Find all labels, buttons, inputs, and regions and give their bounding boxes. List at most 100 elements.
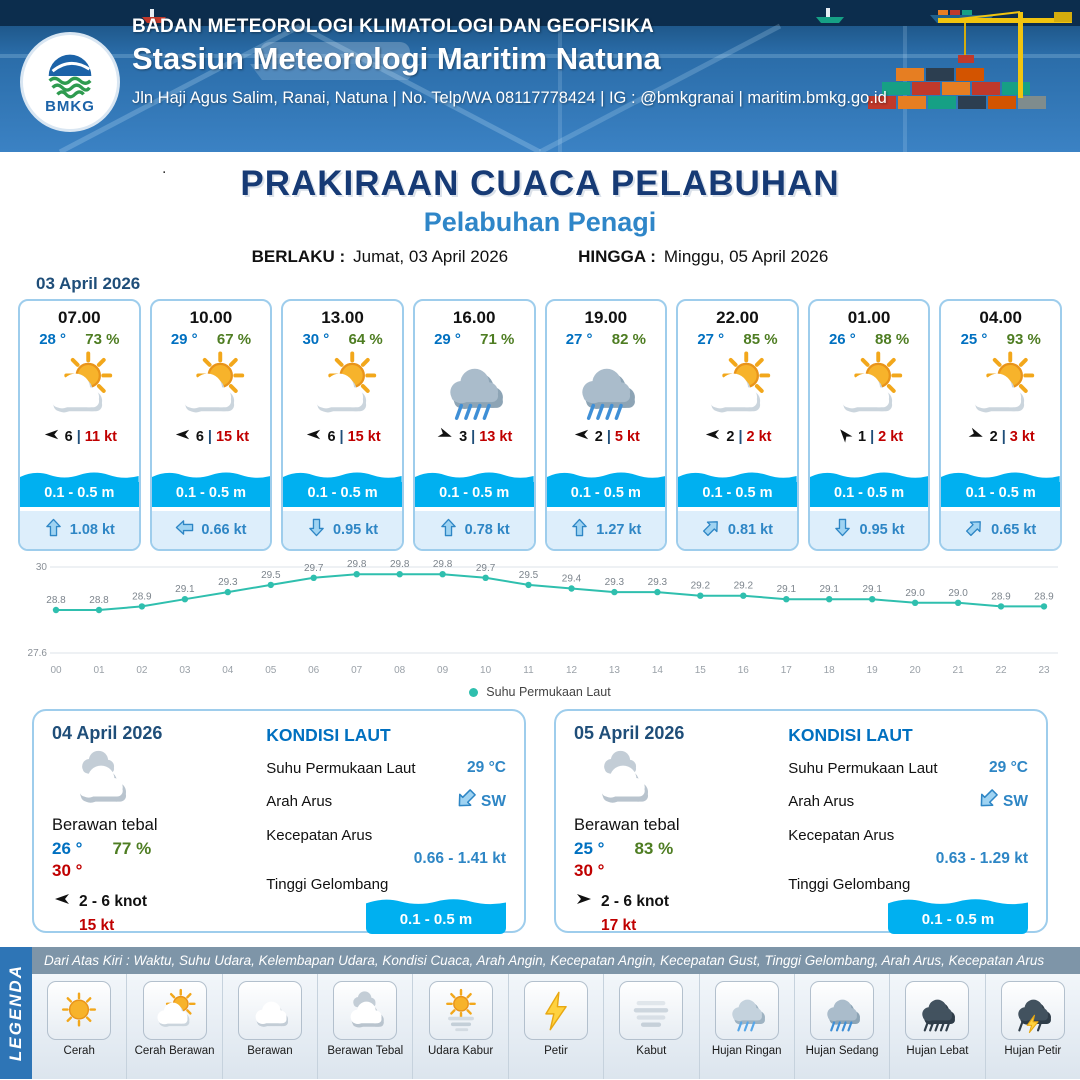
wind-row: 6 | 15 kt: [304, 425, 381, 448]
legend-item-label: Hujan Ringan: [711, 1045, 782, 1057]
svg-text:15: 15: [695, 665, 707, 676]
wave-crest-icon: [20, 472, 139, 482]
humidity: 82 %: [611, 331, 646, 348]
current-direction-icon: [833, 518, 852, 541]
current-speed: 0.95 kt: [859, 521, 905, 538]
forecast-card: 10.00 29 ° 67 % 6 | 15 kt 0.1 - 0.5 m 0.…: [149, 299, 273, 551]
wave-height-value: 0.1 - 0.5 m: [20, 482, 139, 507]
legend-section: LEGENDA Dari Atas Kiri : Waktu, Suhu Uda…: [0, 947, 1080, 1079]
legend-item-label: Berawan: [247, 1045, 293, 1057]
berlaku-value: Jumat, 03 April 2026: [353, 247, 509, 266]
forecast-time: 22.00: [716, 308, 759, 327]
humidity: 73 %: [85, 331, 120, 348]
chart-legend-dot-icon: [469, 687, 479, 697]
current-speed: 0.66 kt: [201, 521, 247, 538]
current-speed: 0.95 kt: [332, 521, 379, 538]
current-direction-value: SW: [455, 788, 506, 815]
current-row: 0.65 kt: [941, 511, 1060, 549]
current-speed: 0.65 kt: [991, 521, 1037, 538]
sst-label: Suhu Permukaan Laut: [266, 759, 416, 777]
wind-direction-icon: [835, 425, 854, 448]
legend-item: Kabut: [604, 974, 700, 1079]
svg-text:00: 00: [50, 665, 62, 676]
wave-crest-icon: [366, 899, 506, 908]
temp-humidity-row: 29 ° 67 %: [152, 331, 271, 348]
current-speed: 0.81 kt: [727, 521, 774, 538]
svg-text:01: 01: [93, 665, 105, 676]
svg-text:29.4: 29.4: [562, 574, 582, 585]
legend-item: Hujan Lebat: [890, 974, 986, 1079]
wave-height-label: Tinggi Gelombang: [266, 876, 389, 893]
day-wind-range: 2 - 6 knot: [601, 892, 670, 910]
air-temperature: 30 °: [302, 331, 330, 348]
legend-item: Hujan Ringan: [700, 974, 795, 1079]
svg-text:08: 08: [394, 665, 406, 676]
current-speed-value: 0.66 - 1.41 kt: [413, 850, 506, 867]
svg-text:07: 07: [351, 665, 363, 676]
svg-text:29.3: 29.3: [605, 577, 625, 588]
legend-item: Hujan Sedang: [795, 974, 891, 1079]
wind-separator: |: [339, 428, 344, 445]
forecast-card: 16.00 29 ° 71 % 3 | 13 kt 0.1 - 0.5 m 0.…: [412, 299, 536, 551]
svg-text:29.8: 29.8: [347, 559, 367, 570]
svg-text:19: 19: [867, 665, 879, 676]
wave-height-band: 0.1 - 0.5 m: [151, 470, 271, 507]
temp-humidity-row: 25 ° 93 %: [941, 331, 1060, 348]
weather-icon: [569, 349, 643, 425]
station-name: Stasiun Meteorologi Maritim Natuna: [132, 41, 661, 76]
wave-crest-icon: [414, 472, 534, 482]
legend-item: Cerah: [32, 974, 128, 1079]
sst-line-chart: 30 27.6 28.8 00 28.8 01 28.9 02 29.1 03 29.3 04 29.5…: [28, 559, 1058, 676]
wave-height-band: 0.1 - 0.5 m: [546, 470, 666, 507]
wind-gust: 3 kt: [1009, 428, 1035, 445]
wind-separator: |: [76, 428, 81, 445]
svg-text:29.3: 29.3: [218, 577, 238, 588]
wave-crest-icon: [888, 899, 1028, 908]
agency-name: BADAN METEOROLOGI KLIMATOLOGI DAN GEOFIS…: [132, 16, 655, 37]
forecast-time: 19.00: [584, 308, 628, 327]
sst-value: 29 °C: [467, 759, 506, 776]
wind-separator: |: [207, 428, 212, 445]
day-wind-row: 2 - 6 knot: [52, 889, 256, 914]
svg-text:12: 12: [566, 665, 578, 676]
svg-text:29.5: 29.5: [261, 570, 281, 581]
svg-text:17: 17: [781, 665, 793, 676]
wave-crest-icon: [678, 472, 797, 482]
legend-item-label: Berawan Tebal: [327, 1045, 404, 1057]
wind-speed: 2: [594, 428, 603, 445]
wind-speed: 6: [195, 428, 204, 445]
day-wind-gust: 15 kt: [79, 917, 115, 934]
hingga-label: HINGGA :: [578, 247, 656, 266]
wave-height-band: 0.1 - 0.5 m: [941, 470, 1060, 507]
day-wind-direction-icon: [52, 889, 72, 914]
svg-text:04: 04: [222, 665, 234, 676]
current-direction-icon: [702, 518, 721, 541]
current-direction-label: Arah Arus: [266, 793, 333, 810]
svg-text:13: 13: [609, 665, 621, 676]
bmkg-logo-label: BMKG: [45, 97, 95, 115]
air-temperature: 27 °: [565, 331, 593, 348]
svg-text:29.5: 29.5: [519, 570, 539, 581]
current-row: 0.95 kt: [283, 511, 402, 549]
svg-text:20: 20: [910, 665, 922, 676]
svg-text:29.3: 29.3: [648, 577, 668, 588]
temp-humidity-row: 29 ° 71 %: [415, 331, 534, 348]
day-temp-row: 26 ° 77 %: [52, 839, 256, 859]
current-direction-icon: [439, 518, 458, 541]
temp-humidity-row: 28 ° 73 %: [20, 331, 139, 348]
day-weather-panel: 05 April 2026 Berawan tebal 25 ° 83 % 30…: [574, 723, 778, 934]
wave-height-value: 0.1 - 0.5 m: [546, 482, 666, 507]
header-banner: BMKG BADAN METEOROLOGI KLIMATOLOGI DAN G…: [0, 0, 1080, 152]
day-temp-min: 26 °: [52, 839, 83, 858]
current-row: 0.95 kt: [809, 511, 929, 549]
legend-description: Dari Atas Kiri : Waktu, Suhu Udara, Kele…: [32, 947, 1080, 974]
svg-text:28.8: 28.8: [46, 595, 66, 606]
wave-crest-icon: [283, 472, 402, 482]
wind-row: 6 | 15 kt: [173, 425, 249, 448]
stray-dot: .: [162, 160, 167, 177]
legend-ribbon-label: LEGENDA: [6, 964, 25, 1062]
day-summary-card: 04 April 2026 Berawan tebal 26 ° 77 % 30…: [32, 709, 526, 934]
wave-height-value: 0.1 - 0.5 m: [366, 908, 506, 934]
wind-speed: 6: [327, 428, 336, 445]
wave-height-value: 0.1 - 0.5 m: [809, 482, 929, 507]
